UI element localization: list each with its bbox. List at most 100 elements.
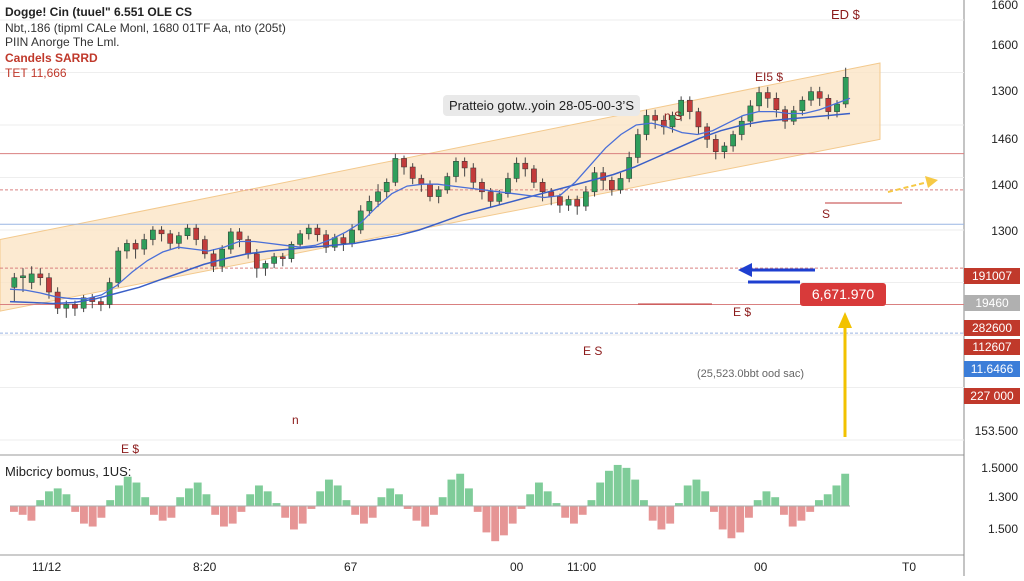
- level-badge: 11.6466: [964, 361, 1020, 377]
- candle: [219, 248, 226, 267]
- oscillator-bar: [325, 479, 333, 506]
- candle: [790, 110, 797, 122]
- oscillator-bar: [281, 506, 290, 518]
- candle: [392, 158, 399, 183]
- oscillator-bar: [430, 506, 438, 515]
- candle: [721, 145, 728, 152]
- candle: [487, 191, 494, 202]
- candle: [279, 256, 286, 259]
- candle: [531, 168, 537, 183]
- candle: [409, 166, 416, 179]
- oscillator-bar: [351, 506, 360, 515]
- oscillator-bar: [517, 506, 526, 509]
- oscillator-bar: [797, 506, 806, 521]
- chart-subtitle: Nbt,.186 (tipml CALe Monl, 1680 01TF Aa,…: [5, 21, 286, 35]
- candle: [678, 99, 684, 116]
- oscillator-bar: [631, 479, 640, 506]
- oscillator-bar: [675, 503, 683, 506]
- oscillator-bar: [456, 473, 465, 506]
- annotation-top-right: ED $: [831, 7, 860, 22]
- oscillator-bar: [18, 506, 27, 515]
- oscillator-bar: [220, 506, 228, 527]
- oscillator-bar: [228, 506, 237, 524]
- price-axis-label: 1600: [991, 38, 1018, 52]
- oscillator-bar: [45, 491, 53, 506]
- candle: [773, 98, 780, 110]
- oscillator-bar: [683, 485, 692, 506]
- oscillator-bar: [36, 500, 45, 506]
- oscillator-bar: [10, 506, 18, 512]
- candle: [132, 243, 139, 250]
- time-axis-label: 11/12: [32, 560, 62, 574]
- candle: [20, 275, 26, 278]
- level-badge: 282600: [964, 320, 1020, 336]
- candle: [46, 277, 52, 293]
- candle: [730, 134, 736, 147]
- oscillator-bar: [237, 506, 246, 512]
- oscillator-bar: [263, 491, 272, 506]
- oscillator-bar: [622, 467, 631, 506]
- oscillator-bar: [841, 473, 850, 506]
- oscillator-bar: [832, 485, 841, 506]
- candle: [158, 229, 165, 235]
- candle: [314, 227, 321, 236]
- oscillator-bar: [815, 500, 823, 506]
- candle: [643, 115, 650, 135]
- candle: [609, 180, 615, 191]
- oscillator-bar: [771, 497, 780, 506]
- oscillator-bar: [561, 506, 570, 518]
- candle: [349, 229, 355, 244]
- oscillator-axis-label: 1.300: [987, 490, 1018, 504]
- candle: [262, 263, 269, 269]
- candle: [366, 201, 373, 212]
- candle: [11, 277, 18, 288]
- price-axis-label: 1300: [991, 224, 1018, 238]
- candle: [375, 191, 381, 202]
- oscillator-bar: [298, 506, 307, 524]
- oscillator-bar: [465, 488, 473, 506]
- oscillator-bar: [386, 488, 395, 506]
- oscillator-bar: [106, 500, 115, 506]
- candle: [842, 77, 849, 105]
- price-callout: 6,671.970: [800, 283, 886, 306]
- candle: [686, 99, 693, 112]
- oscillator-bar: [193, 482, 202, 506]
- time-axis-label: T0: [902, 560, 917, 574]
- annotation-low-2: E S: [583, 344, 603, 358]
- oscillator-bar: [360, 506, 368, 524]
- candle: [106, 282, 113, 305]
- level-badge: 227 000: [964, 388, 1020, 404]
- projection-arrow: [887, 181, 929, 193]
- price-axis-label: 1460: [991, 132, 1018, 146]
- oscillator-bar: [272, 503, 281, 506]
- candle: [124, 243, 130, 252]
- level-badge: 191007: [964, 268, 1020, 284]
- oscillator-bar: [62, 494, 71, 506]
- oscillator-bar: [780, 506, 788, 515]
- oscillator-bar: [333, 485, 342, 506]
- candle: [271, 256, 277, 264]
- candle: [799, 99, 806, 111]
- oscillator-bar: [307, 506, 316, 509]
- oscillator-bar: [202, 494, 211, 506]
- left-arrow-head: [738, 263, 752, 277]
- oscillator-bar: [640, 500, 648, 506]
- projection-arrow-head: [925, 176, 938, 188]
- candle: [305, 227, 312, 235]
- price-axis-label: 1400: [991, 178, 1018, 192]
- candle: [193, 227, 200, 240]
- oscillator-bar: [806, 506, 815, 512]
- price-axis-label: 1300: [991, 84, 1018, 98]
- candle: [453, 161, 459, 177]
- oscillator-bar: [141, 497, 150, 506]
- oscillator-bar: [150, 506, 158, 515]
- candle: [591, 172, 598, 193]
- candle: [574, 199, 581, 207]
- candle: [176, 235, 182, 244]
- oscillator-bar: [80, 506, 88, 524]
- moving-average-fast: [9, 97, 851, 300]
- candle: [652, 115, 659, 121]
- oscillator-bar: [123, 476, 132, 506]
